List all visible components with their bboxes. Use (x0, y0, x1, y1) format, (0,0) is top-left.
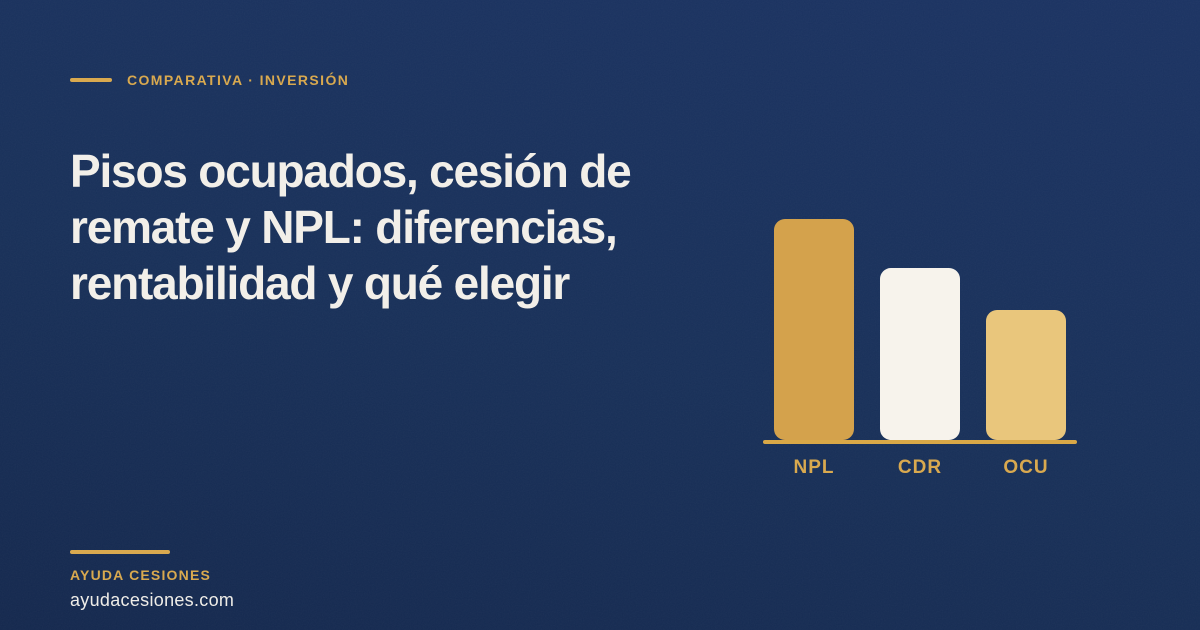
footer-accent-line (70, 550, 170, 554)
kicker-label: COMPARATIVA · INVERSIÓN (127, 72, 350, 88)
website-domain: ayudacesiones.com (70, 590, 235, 610)
bar-npl (774, 219, 854, 440)
bar-label-npl: NPL (793, 457, 835, 478)
page-title: Pisos ocupados, cesión de remate y NPL: … (70, 145, 632, 309)
kicker-dash-line (70, 78, 112, 82)
bar-cdr (880, 268, 960, 440)
bar-chart: NPL CDR OCU (763, 219, 1077, 479)
bar-ocu (986, 310, 1066, 440)
footer: AYUDA CESIONES ayudacesiones.com (70, 550, 234, 611)
chart-bars (763, 219, 1077, 440)
kicker: COMPARATIVA · INVERSIÓN (70, 69, 349, 91)
chart-baseline (763, 440, 1077, 444)
chart-labels: NPL CDR OCU (763, 457, 1077, 479)
bar-label-cdr: CDR (897, 457, 943, 478)
brand-name: AYUDA CESIONES (70, 567, 212, 583)
bar-label-ocu: OCU (1003, 457, 1049, 478)
